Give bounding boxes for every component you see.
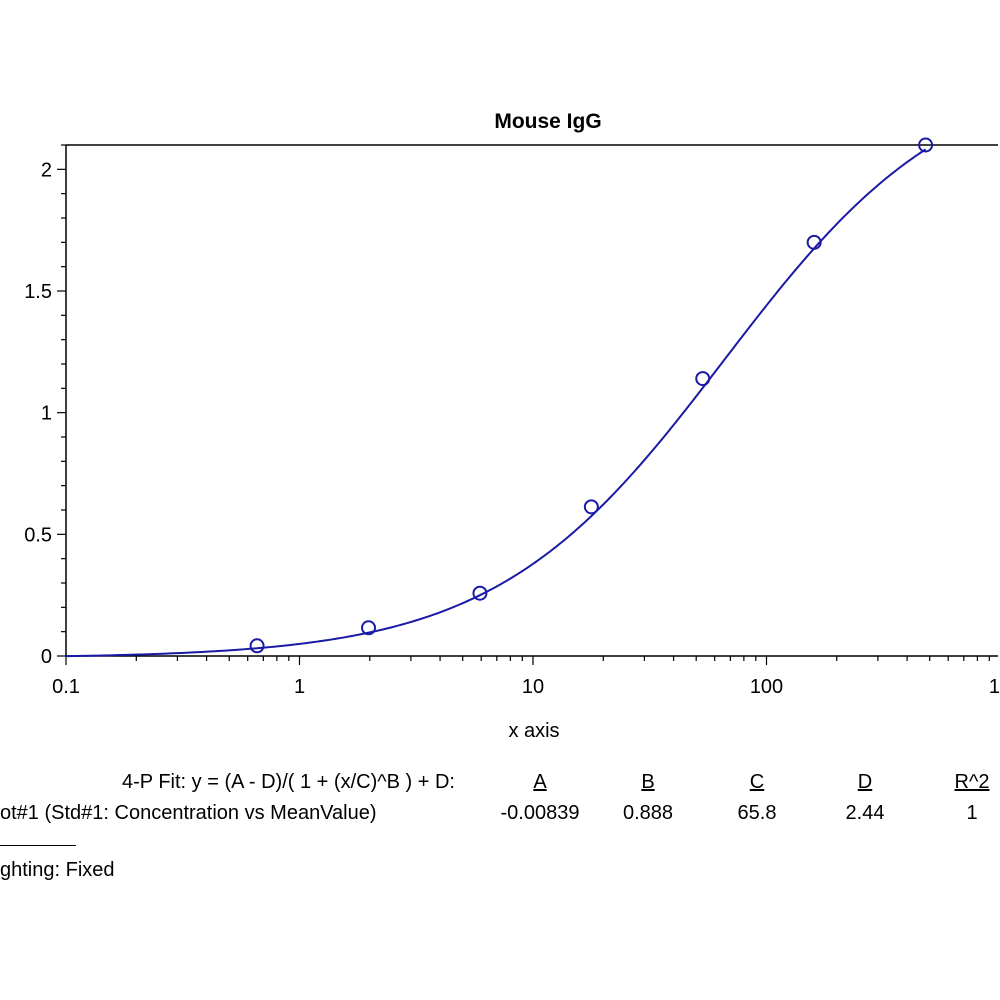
x-tick-label: 10 — [989, 676, 1000, 698]
weighting-label: ghting: Fixed — [0, 859, 115, 881]
data-point — [472, 585, 488, 601]
x-tick-label: 0.1 — [52, 676, 80, 698]
fit-value-r2: 1 — [966, 802, 978, 824]
data-point — [806, 234, 822, 250]
data-point — [249, 638, 265, 654]
fit-header-b: B — [641, 771, 655, 793]
fit-value-a: -0.00839 — [500, 802, 580, 824]
axis-tick-labels: 0 0.5 1 1.5 2 0.1 1 10 100 10 — [24, 159, 1000, 698]
fit-header-c: C — [749, 771, 765, 793]
fit-header-d: D — [857, 771, 873, 793]
data-point — [583, 499, 599, 515]
fit-value-c: 65.8 — [737, 802, 777, 824]
axis-ticks — [57, 144, 990, 665]
fit-header-a: A — [533, 771, 547, 793]
x-tick-label: 1 — [294, 676, 305, 698]
data-point — [695, 371, 711, 387]
weighting-divider — [0, 845, 76, 846]
fit-value-b: 0.888 — [622, 802, 674, 824]
data-point — [918, 137, 934, 153]
fit-header-r2: R^2 — [954, 771, 990, 793]
y-tick-label: 0 — [41, 646, 52, 668]
data-point — [361, 620, 377, 636]
fit-curve — [65, 148, 927, 658]
axes — [65, 144, 998, 657]
x-tick-label: 100 — [750, 676, 783, 698]
chart-title: Mouse IgG — [494, 110, 601, 133]
fit-value-d: 2.44 — [845, 802, 885, 824]
x-axis-label: x axis — [508, 720, 559, 742]
y-tick-label: 1 — [41, 403, 52, 425]
x-tick-label: 10 — [522, 676, 544, 698]
y-tick-label: 1.5 — [24, 281, 52, 303]
fit-equation-label: 4-P Fit: y = (A - D)/( 1 + (x/C)^B ) + D… — [122, 771, 455, 793]
y-tick-label: 0.5 — [24, 524, 52, 546]
data-points — [249, 137, 934, 654]
y-tick-label: 2 — [41, 159, 52, 181]
fit-row-label: ot#1 (Std#1: Concentration vs MeanValue) — [0, 802, 377, 824]
